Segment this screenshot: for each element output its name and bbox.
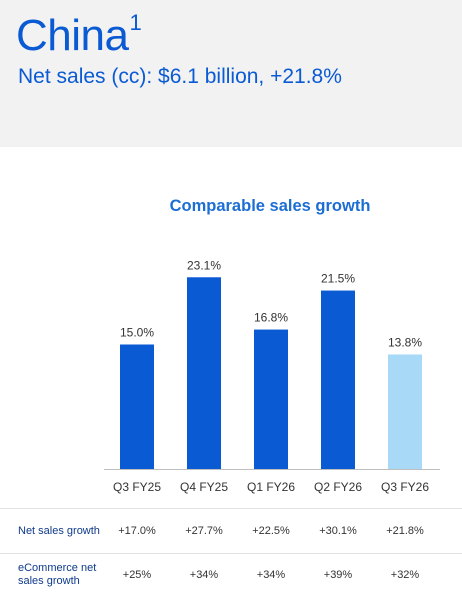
data-label-q2-fy26: 21.5% [321,272,355,286]
table-cell: +34% [256,569,286,581]
tick-label-q3-fy26: Q3 FY26 [381,480,429,494]
page-title: China1 [16,11,142,60]
bar-chart: 15.0% Q3 FY25 23.1% Q4 FY25 16.8% Q1 FY26 21.5… [104,258,440,494]
header-panel: China1 Net sales (cc): $6.1 billion, +21… [0,0,462,147]
tick-label-q1-fy26: Q1 FY26 [247,480,295,494]
bar-q1-fy26 [254,329,288,469]
footnote-marker: 1 [129,10,142,36]
table-cell: +25% [122,569,152,581]
bar-q3-fy26 [388,354,422,469]
row-label-net-sales-growth: Net sales growth [18,524,100,537]
chart-title: Comparable sales growth [169,197,371,215]
bar-q4-fy25 [187,277,221,469]
row-label-ecommerce-net-sales-growth: eCommerce net sales growth [18,562,97,587]
table-cell: +34% [189,569,219,581]
page-subtitle: Net sales (cc): $6.1 billion, +21.8% [18,65,342,88]
data-label-q3-fy25: 15.0% [120,326,154,340]
table-cell: +30.1% [319,525,357,537]
table-cell: +21.8% [386,525,424,537]
data-label-q3-fy26: 13.8% [388,335,422,349]
table-row-net-sales-growth: Net sales growth +17.0% +27.7% +22.5% +30.1… [0,508,462,554]
bar-q2-fy26 [321,290,355,469]
tick-label-q3-fy25: Q3 FY25 [113,480,161,494]
data-label-q4-fy25: 23.1% [187,258,221,272]
table-row-ecommerce-net-sales-growth: eCommerce net sales growth +25% +34% +34% +… [0,553,462,597]
data-label-q1-fy26: 16.8% [254,311,288,325]
table-cell: +39% [323,569,353,581]
page-title-text: China [16,11,129,60]
tick-label-q2-fy26: Q2 FY26 [314,480,362,494]
table-cell: +32% [390,569,420,581]
bar-q3-fy25 [120,344,154,469]
table-cell: +17.0% [118,525,156,537]
tick-label-q4-fy25: Q4 FY25 [180,480,228,494]
table-cell: +27.7% [185,525,223,537]
table-cell: +22.5% [252,525,290,537]
